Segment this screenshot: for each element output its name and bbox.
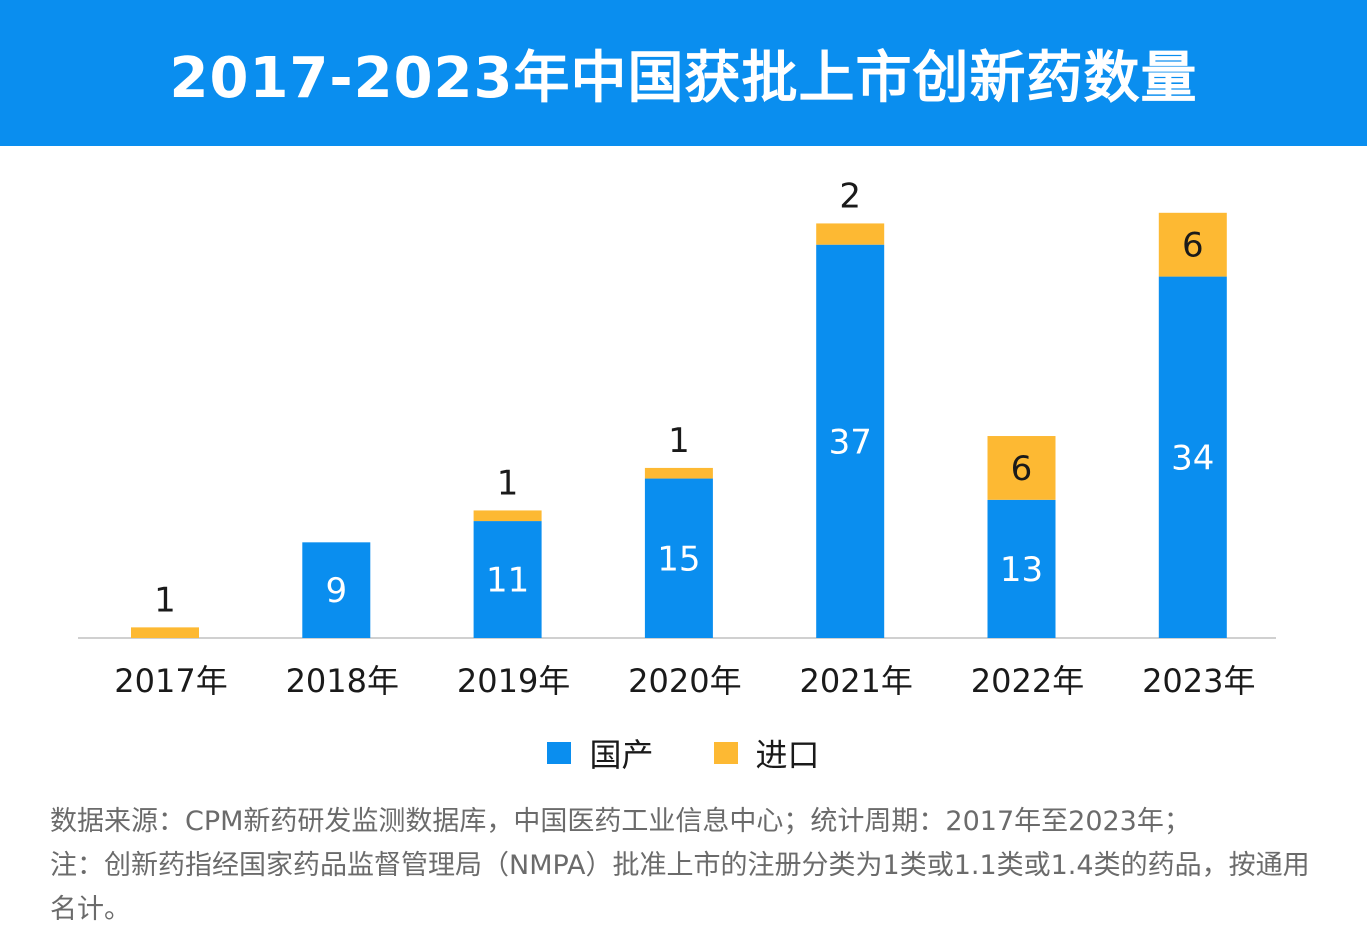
bar-label-imported: 1 (668, 421, 690, 461)
x-tick-label: 2018年 (286, 662, 399, 700)
bar-imported (644, 467, 713, 479)
bar-label-imported: 6 (1182, 226, 1204, 266)
bar-imported (1158, 212, 1227, 277)
bar-label-domestic: 37 (829, 422, 872, 462)
chart-title: 2017-2023年中国获批上市创新药数量 (169, 45, 1198, 111)
title-banner: 2017-2023年中国获批上市创新药数量 (0, 0, 1367, 146)
bar-domestic (1158, 276, 1227, 638)
x-tick-label: 2020年 (628, 662, 741, 700)
legend-item-domestic: 国产 (547, 730, 654, 776)
bar-domestic (644, 478, 713, 638)
bar-imported (816, 223, 885, 245)
bar-label-domestic: 13 (1000, 550, 1043, 590)
x-tick-label: 2019年 (457, 662, 570, 700)
footnote: 数据来源：CPM新药研发监测数据库，中国医药工业信息中心；统计周期：2017年至… (50, 800, 1330, 932)
bar-label-imported: 1 (497, 463, 519, 503)
bar-domestic (302, 542, 371, 638)
bar-label-imported: 6 (1011, 449, 1033, 489)
bar-label-imported: 1 (154, 580, 176, 620)
bar-domestic (473, 521, 542, 638)
bar-label-domestic: 9 (325, 571, 347, 611)
legend-label-domestic: 国产 (589, 736, 654, 774)
legend-swatch-domestic (547, 742, 572, 764)
bar-domestic (987, 499, 1056, 638)
legend-item-imported: 进口 (713, 730, 820, 776)
bar-imported (987, 436, 1056, 500)
bar-label-domestic: 34 (1171, 438, 1214, 478)
bar-label-imported: 2 (839, 176, 861, 216)
legend-label-imported: 进口 (755, 736, 820, 774)
stacked-bar-chart: 12017年92018年1112019年1512020年3722021年1362… (78, 176, 1276, 700)
bar-domestic (816, 244, 885, 638)
x-tick-label: 2021年 (799, 662, 912, 700)
legend-swatch-imported (713, 742, 738, 764)
x-tick-label: 2022年 (971, 662, 1084, 700)
footnote-source: 数据来源：CPM新药研发监测数据库，中国医药工业信息中心；统计周期：2017年至… (50, 806, 1191, 837)
bar-label-domestic: 11 (486, 561, 529, 601)
bar-imported (131, 627, 199, 638)
chart-legend: 国产 进口 (0, 728, 1367, 778)
footnote-note: 注：创新药指经国家药品监督管理局（NMPA）批准上市的注册分类为1类或1.1类或… (50, 850, 1310, 925)
x-tick-label: 2017年 (114, 662, 227, 700)
bar-imported (473, 510, 542, 522)
bar-label-domestic: 15 (657, 539, 700, 579)
x-tick-label: 2023年 (1142, 662, 1255, 700)
